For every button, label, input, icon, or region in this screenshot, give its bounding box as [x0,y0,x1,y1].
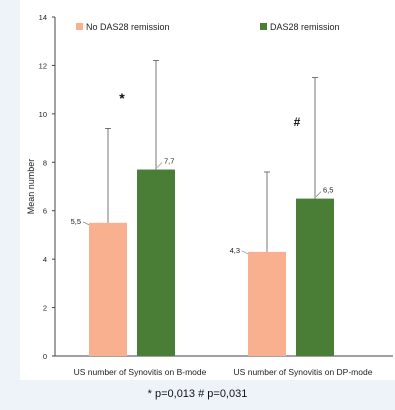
y-tick-label: 14 [39,13,47,22]
value-label-leader [241,250,249,255]
bar [248,251,286,356]
significance-marker: # [294,115,301,129]
value-label: 7,7 [164,157,174,166]
bar-chart: 0 2 4 6 8 10 12 14 Mean number 5,5 4,3 7,7 6,5 * # US n… [26,13,393,377]
y-tick-label: 2 [43,304,47,313]
y-tick-label: 8 [43,158,47,167]
bar [296,198,334,356]
y-tick-label: 12 [39,61,47,70]
chart-footnote: * p=0,013 # p=0,031 [147,388,248,400]
bar [89,222,127,356]
significance-marker: * [119,90,125,106]
value-label-leader [315,191,322,197]
value-label: 5,5 [71,217,81,226]
value-label: 4,3 [230,246,240,255]
y-tick-label: 0 [43,352,47,361]
y-axis-label: Mean number [26,159,36,215]
y-tick-label: 10 [39,110,47,119]
legend-label: No DAS28 remission [86,22,170,32]
value-label-leader [156,162,163,168]
y-tick-label: 4 [43,255,47,264]
x-category-label: US number of Synovitis on B-mode [74,367,207,377]
legend-swatch [260,23,267,30]
y-tick-label: 6 [43,207,47,216]
value-label-leader [82,221,90,226]
legend-swatch [76,23,83,30]
legend-label: DAS28 remission [270,22,340,32]
x-category-label: US number of Synovitis on DP-mode [234,367,373,377]
bar [137,169,175,356]
value-label: 6,5 [323,186,333,195]
